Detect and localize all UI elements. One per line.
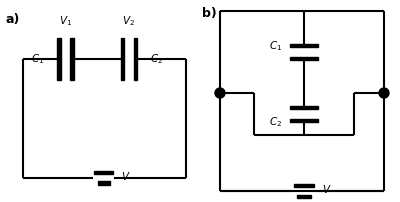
Text: $C_2$: $C_2$ [269, 115, 282, 129]
Polygon shape [57, 38, 61, 80]
Text: $C_1$: $C_1$ [269, 39, 282, 53]
Text: $V$: $V$ [322, 183, 332, 195]
Polygon shape [70, 38, 74, 80]
Text: $V$: $V$ [121, 170, 131, 182]
Text: $V_2$: $V_2$ [122, 14, 135, 28]
Polygon shape [94, 171, 114, 174]
Text: $V_1$: $V_1$ [59, 14, 72, 28]
Circle shape [379, 88, 389, 98]
Polygon shape [290, 44, 318, 47]
Polygon shape [290, 119, 318, 122]
Text: $C_1$: $C_1$ [31, 52, 44, 66]
Text: $C_2$: $C_2$ [150, 52, 163, 66]
Polygon shape [120, 38, 124, 80]
Polygon shape [297, 195, 311, 198]
Polygon shape [290, 106, 318, 109]
Text: a): a) [6, 13, 20, 26]
Polygon shape [290, 57, 318, 60]
Polygon shape [98, 181, 110, 184]
Polygon shape [134, 38, 137, 80]
Circle shape [215, 88, 225, 98]
Polygon shape [294, 184, 314, 187]
Text: b): b) [202, 7, 217, 20]
